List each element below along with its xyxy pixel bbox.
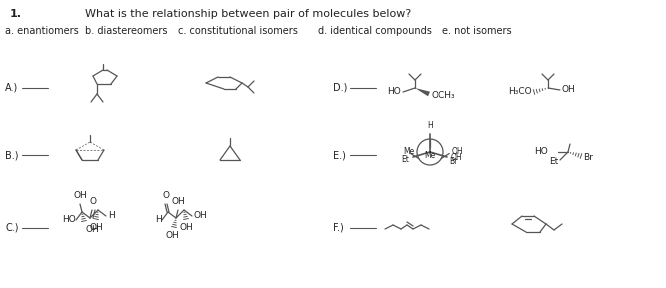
Text: OH: OH — [171, 197, 185, 206]
Text: H: H — [427, 121, 433, 130]
Text: B.): B.) — [5, 150, 19, 160]
Text: Me: Me — [424, 151, 436, 160]
Text: Et: Et — [401, 154, 409, 164]
Text: HO: HO — [534, 147, 548, 156]
Text: OH: OH — [165, 231, 179, 240]
Text: OH: OH — [194, 211, 208, 221]
Text: A.): A.) — [5, 83, 18, 93]
Text: 1.: 1. — [10, 9, 22, 19]
Text: OH: OH — [452, 147, 463, 156]
Text: H₃CO: H₃CO — [508, 88, 532, 96]
Text: HO: HO — [387, 88, 401, 96]
Text: What is the relationship between pair of molecules below?: What is the relationship between pair of… — [85, 9, 411, 19]
Text: HO: HO — [62, 215, 76, 225]
Text: OH: OH — [86, 225, 100, 234]
Text: F.): F.) — [333, 223, 344, 233]
Text: OH: OH — [451, 154, 463, 162]
Text: O: O — [89, 197, 97, 206]
Text: O: O — [163, 191, 170, 200]
Text: c. constitutional isomers: c. constitutional isomers — [178, 26, 298, 36]
Text: OH: OH — [562, 86, 575, 94]
Text: Br: Br — [449, 158, 458, 166]
Text: OH: OH — [73, 191, 87, 200]
Text: OH: OH — [89, 223, 103, 232]
Text: C.): C.) — [5, 223, 19, 233]
Text: e. not isomers: e. not isomers — [442, 26, 511, 36]
Text: OH: OH — [179, 223, 193, 232]
Text: E.): E.) — [333, 150, 346, 160]
Polygon shape — [415, 88, 430, 96]
Text: OCH₃: OCH₃ — [431, 90, 455, 99]
Text: Et: Et — [549, 158, 558, 166]
Text: a. enantiomers: a. enantiomers — [5, 26, 79, 36]
Text: d. identical compounds: d. identical compounds — [318, 26, 432, 36]
Text: H: H — [108, 211, 115, 221]
Text: Br: Br — [583, 153, 593, 162]
Text: H: H — [155, 215, 162, 225]
Text: D.): D.) — [333, 83, 348, 93]
Text: Me: Me — [403, 147, 414, 156]
Text: b. diastereomers: b. diastereomers — [85, 26, 168, 36]
